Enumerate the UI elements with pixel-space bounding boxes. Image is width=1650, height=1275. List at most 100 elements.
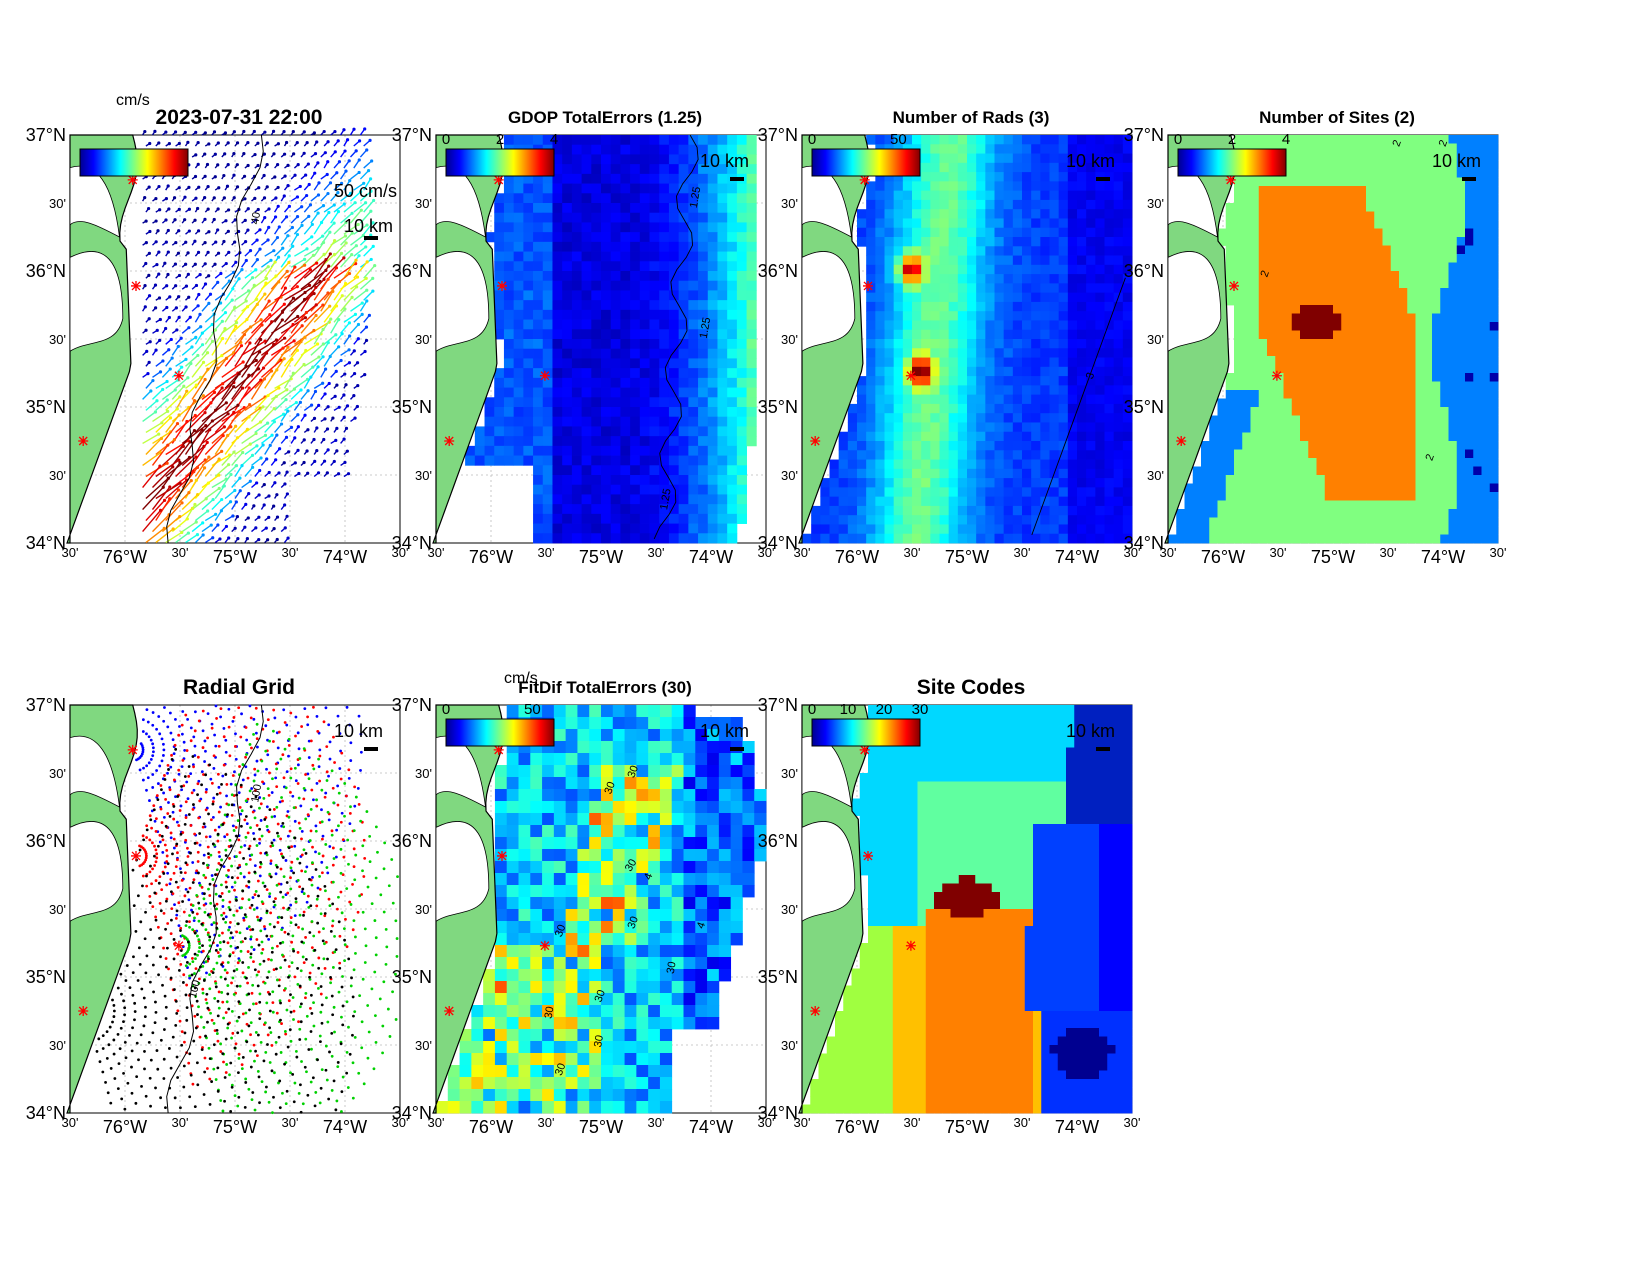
arrow-head xyxy=(343,149,347,153)
arrow-head xyxy=(313,459,317,463)
heatmap-cell xyxy=(1258,211,1268,221)
current-arrow xyxy=(260,359,282,378)
heatmap-cell xyxy=(523,183,534,194)
heatmap-cell xyxy=(1113,274,1124,284)
heatmap-cell xyxy=(1399,322,1408,331)
heatmap-cell xyxy=(659,416,670,427)
heatmap-cell xyxy=(994,172,1005,182)
heatmap-cell xyxy=(698,212,709,223)
heatmap-cell xyxy=(1077,413,1087,423)
heatmap-cell xyxy=(1399,245,1408,255)
heatmap-cell xyxy=(967,357,977,368)
heatmap-cell xyxy=(1481,254,1491,263)
heatmap-cell xyxy=(957,172,968,182)
current-arrow xyxy=(201,340,214,356)
heatmap-cell xyxy=(1049,394,1060,405)
heatmap-cell xyxy=(1086,246,1096,256)
heatmap-cell xyxy=(1366,330,1375,340)
arrow-head xyxy=(147,294,152,298)
heatmap-cell xyxy=(1104,218,1115,229)
heatmap-cell xyxy=(1415,135,1425,144)
arrow-head xyxy=(258,468,262,473)
heatmap-cell xyxy=(1113,505,1124,516)
heatmap-cell xyxy=(1040,478,1050,488)
heatmap-cell xyxy=(552,416,563,427)
current-arrow xyxy=(185,336,197,345)
heatmap-cell xyxy=(601,348,612,359)
arrow-head xyxy=(166,443,170,447)
heatmap-cell xyxy=(639,280,650,291)
heatmap-cell xyxy=(552,484,563,495)
current-arrow xyxy=(254,395,269,411)
arrow-head xyxy=(247,373,251,377)
heatmap-cell xyxy=(746,222,757,233)
arrow-head xyxy=(283,174,287,178)
heatmap-cell xyxy=(707,504,718,515)
heatmap-cell xyxy=(912,339,922,349)
heatmap-cell xyxy=(1234,237,1243,246)
heatmap-cell xyxy=(727,154,738,165)
heatmap-cell xyxy=(668,377,680,388)
y-tick-label: 30' xyxy=(1147,332,1164,347)
heatmap-cell xyxy=(1440,211,1449,221)
arrow-head xyxy=(153,129,157,133)
heatmap-cell xyxy=(1291,177,1301,187)
arrow-head xyxy=(175,407,179,411)
arrow-head xyxy=(186,272,190,276)
heatmap-cell xyxy=(736,241,747,252)
heatmap-cell xyxy=(571,222,582,233)
heatmap-cell xyxy=(847,450,858,460)
heatmap-cell xyxy=(1049,376,1060,386)
heatmap-cell xyxy=(736,494,747,505)
heatmap-cell xyxy=(562,358,573,369)
heatmap-cell xyxy=(857,218,867,229)
heatmap-cell xyxy=(1040,441,1050,451)
heatmap-cell xyxy=(649,183,660,194)
heatmap-cell xyxy=(1040,283,1050,294)
heatmap-cell xyxy=(1366,279,1375,289)
arrow-head xyxy=(153,410,158,414)
heatmap-cell xyxy=(829,459,840,470)
heatmap-cell xyxy=(1077,394,1087,405)
heatmap-cell xyxy=(985,450,995,460)
heatmap-cell xyxy=(494,426,505,437)
heatmap-cell xyxy=(542,212,553,223)
arrow-head xyxy=(356,383,360,388)
current-arrow xyxy=(323,204,335,213)
arrow-head xyxy=(315,140,319,144)
heatmap-cell xyxy=(1040,366,1050,377)
y-tick-label: 37°N xyxy=(1124,125,1164,145)
heatmap-cell xyxy=(1258,262,1268,272)
heatmap-cell xyxy=(727,455,738,466)
current-arrow xyxy=(343,335,351,345)
heatmap-cell xyxy=(542,484,553,495)
arrow-head xyxy=(248,249,253,253)
arrow-head xyxy=(248,479,252,483)
heatmap-cell xyxy=(1040,172,1050,182)
heatmap-cell xyxy=(1086,515,1096,525)
arrow-head xyxy=(300,223,304,227)
arrow-head xyxy=(272,249,276,253)
heatmap-cell xyxy=(659,436,670,447)
heatmap-cell xyxy=(620,387,631,398)
heatmap-cell xyxy=(1333,135,1342,144)
heatmap-cell xyxy=(1067,246,1078,256)
heatmap-cell xyxy=(523,290,534,301)
heatmap-cell xyxy=(1275,220,1284,229)
heatmap-cell xyxy=(930,320,940,331)
heatmap-cell xyxy=(985,227,995,238)
heatmap-cell xyxy=(1382,296,1392,306)
y-tick-label: 30' xyxy=(415,196,432,211)
heatmap-cell xyxy=(1003,394,1014,405)
heatmap-cell xyxy=(1012,218,1023,229)
heatmap-cell xyxy=(1341,203,1350,212)
heatmap-cell xyxy=(581,436,592,447)
heatmap-cell xyxy=(1031,199,1041,210)
heatmap-cell xyxy=(1012,301,1023,312)
heatmap-cell xyxy=(1040,376,1050,386)
heatmap-cell xyxy=(1382,322,1392,331)
heatmap-cell xyxy=(1283,152,1293,161)
heatmap-cell xyxy=(707,203,718,214)
current-arrow xyxy=(313,205,324,213)
heatmap-cell xyxy=(893,505,904,516)
